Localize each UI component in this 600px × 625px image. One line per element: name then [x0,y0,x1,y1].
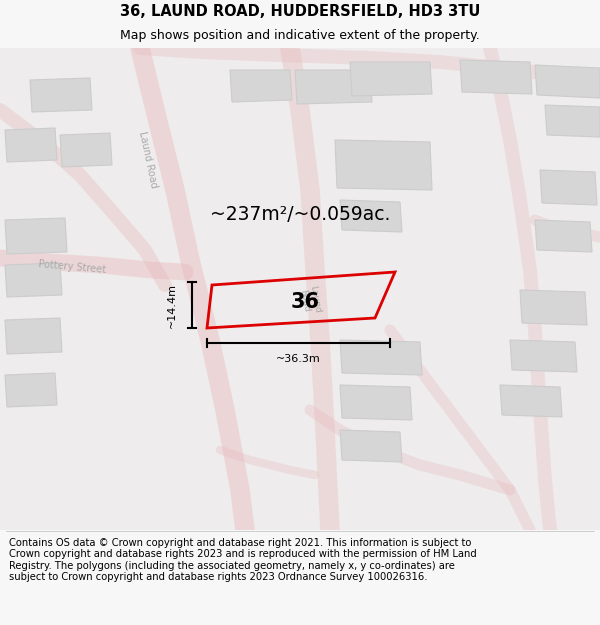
Polygon shape [540,170,597,205]
Polygon shape [460,60,532,94]
Polygon shape [340,385,412,420]
Polygon shape [30,78,92,112]
Polygon shape [5,128,57,162]
Text: Laund Road: Laund Road [137,131,159,189]
Text: 36, LAUND ROAD, HUDDERSFIELD, HD3 3TU: 36, LAUND ROAD, HUDDERSFIELD, HD3 3TU [120,4,480,19]
Text: Map shows position and indicative extent of the property.: Map shows position and indicative extent… [120,29,480,42]
Text: 36: 36 [290,292,320,312]
Polygon shape [230,70,292,102]
Polygon shape [340,430,402,462]
Polygon shape [335,140,432,190]
Polygon shape [5,373,57,407]
Polygon shape [545,105,600,137]
Text: Contains OS data © Crown copyright and database right 2021. This information is : Contains OS data © Crown copyright and d… [9,538,477,582]
Polygon shape [340,200,402,232]
Text: ~14.4m: ~14.4m [167,282,177,328]
Polygon shape [535,65,600,98]
Polygon shape [535,220,592,252]
Text: ~237m²/~0.059ac.: ~237m²/~0.059ac. [210,206,390,224]
Polygon shape [5,263,62,297]
Text: Pottery Street: Pottery Street [38,259,106,275]
Text: Laund
Road: Laund Road [298,284,322,316]
Polygon shape [350,62,432,96]
Polygon shape [520,290,587,325]
Polygon shape [60,133,112,167]
Polygon shape [500,385,562,417]
Text: ~36.3m: ~36.3m [276,354,321,364]
Polygon shape [295,70,372,104]
Polygon shape [340,340,422,375]
Polygon shape [5,318,62,354]
Polygon shape [510,340,577,372]
Polygon shape [5,218,67,254]
